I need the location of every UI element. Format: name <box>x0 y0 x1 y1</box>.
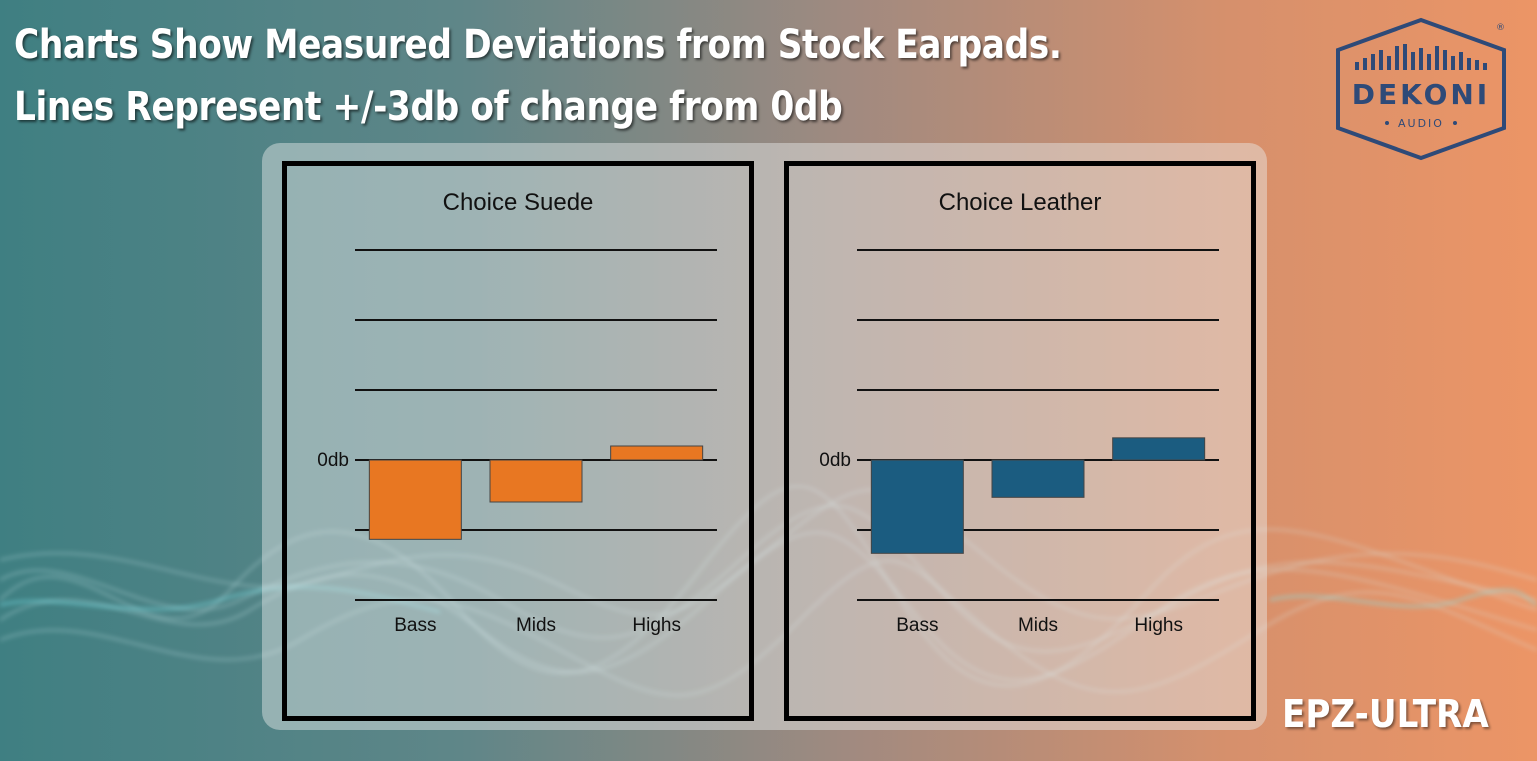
zero-label: 0db <box>317 450 349 471</box>
chart-plot: 0db Bass Mids Highs <box>317 249 717 636</box>
logo-brand: DEKONI <box>1352 78 1490 111</box>
category-label: Mids <box>516 615 556 636</box>
category-label: Highs <box>632 615 681 636</box>
category-label: Bass <box>394 615 436 636</box>
bar-highs <box>1112 437 1206 461</box>
bar-bass <box>870 459 964 554</box>
headline-line-2: Lines Represent +/-3db of change from 0d… <box>14 84 843 130</box>
bar-highs <box>610 445 704 461</box>
product-label: EPZ-ULTRA <box>1282 692 1489 736</box>
category-label: Bass <box>896 615 938 636</box>
zero-label: 0db <box>819 450 851 471</box>
bar-mids <box>991 459 1085 498</box>
bar-bass <box>368 459 462 540</box>
registered-mark: ® <box>1496 23 1505 33</box>
chart-plot: 0db Bass Mids Highs <box>819 249 1219 636</box>
chart-title: Choice Leather <box>938 189 1102 216</box>
charts-panel <box>262 143 1267 730</box>
chart-choice-suede: Choice Suede 0db Bass Mids Highs <box>282 161 754 721</box>
chart-title: Choice Suede <box>442 189 594 216</box>
equalizer-icon <box>1355 44 1487 70</box>
category-label: Mids <box>1018 615 1058 636</box>
headline-line-1: Charts Show Measured Deviations from Sto… <box>14 22 1062 68</box>
bar-mids <box>489 459 583 503</box>
logo-sub: AUDIO <box>1398 117 1444 130</box>
headline: Charts Show Measured Deviations from Sto… <box>14 14 1062 138</box>
dekoni-logo: DEKONI AUDIO ® <box>1336 17 1506 161</box>
chart-choice-leather: Choice Leather 0db Bass Mids Highs <box>784 161 1256 721</box>
category-label: Highs <box>1134 615 1183 636</box>
